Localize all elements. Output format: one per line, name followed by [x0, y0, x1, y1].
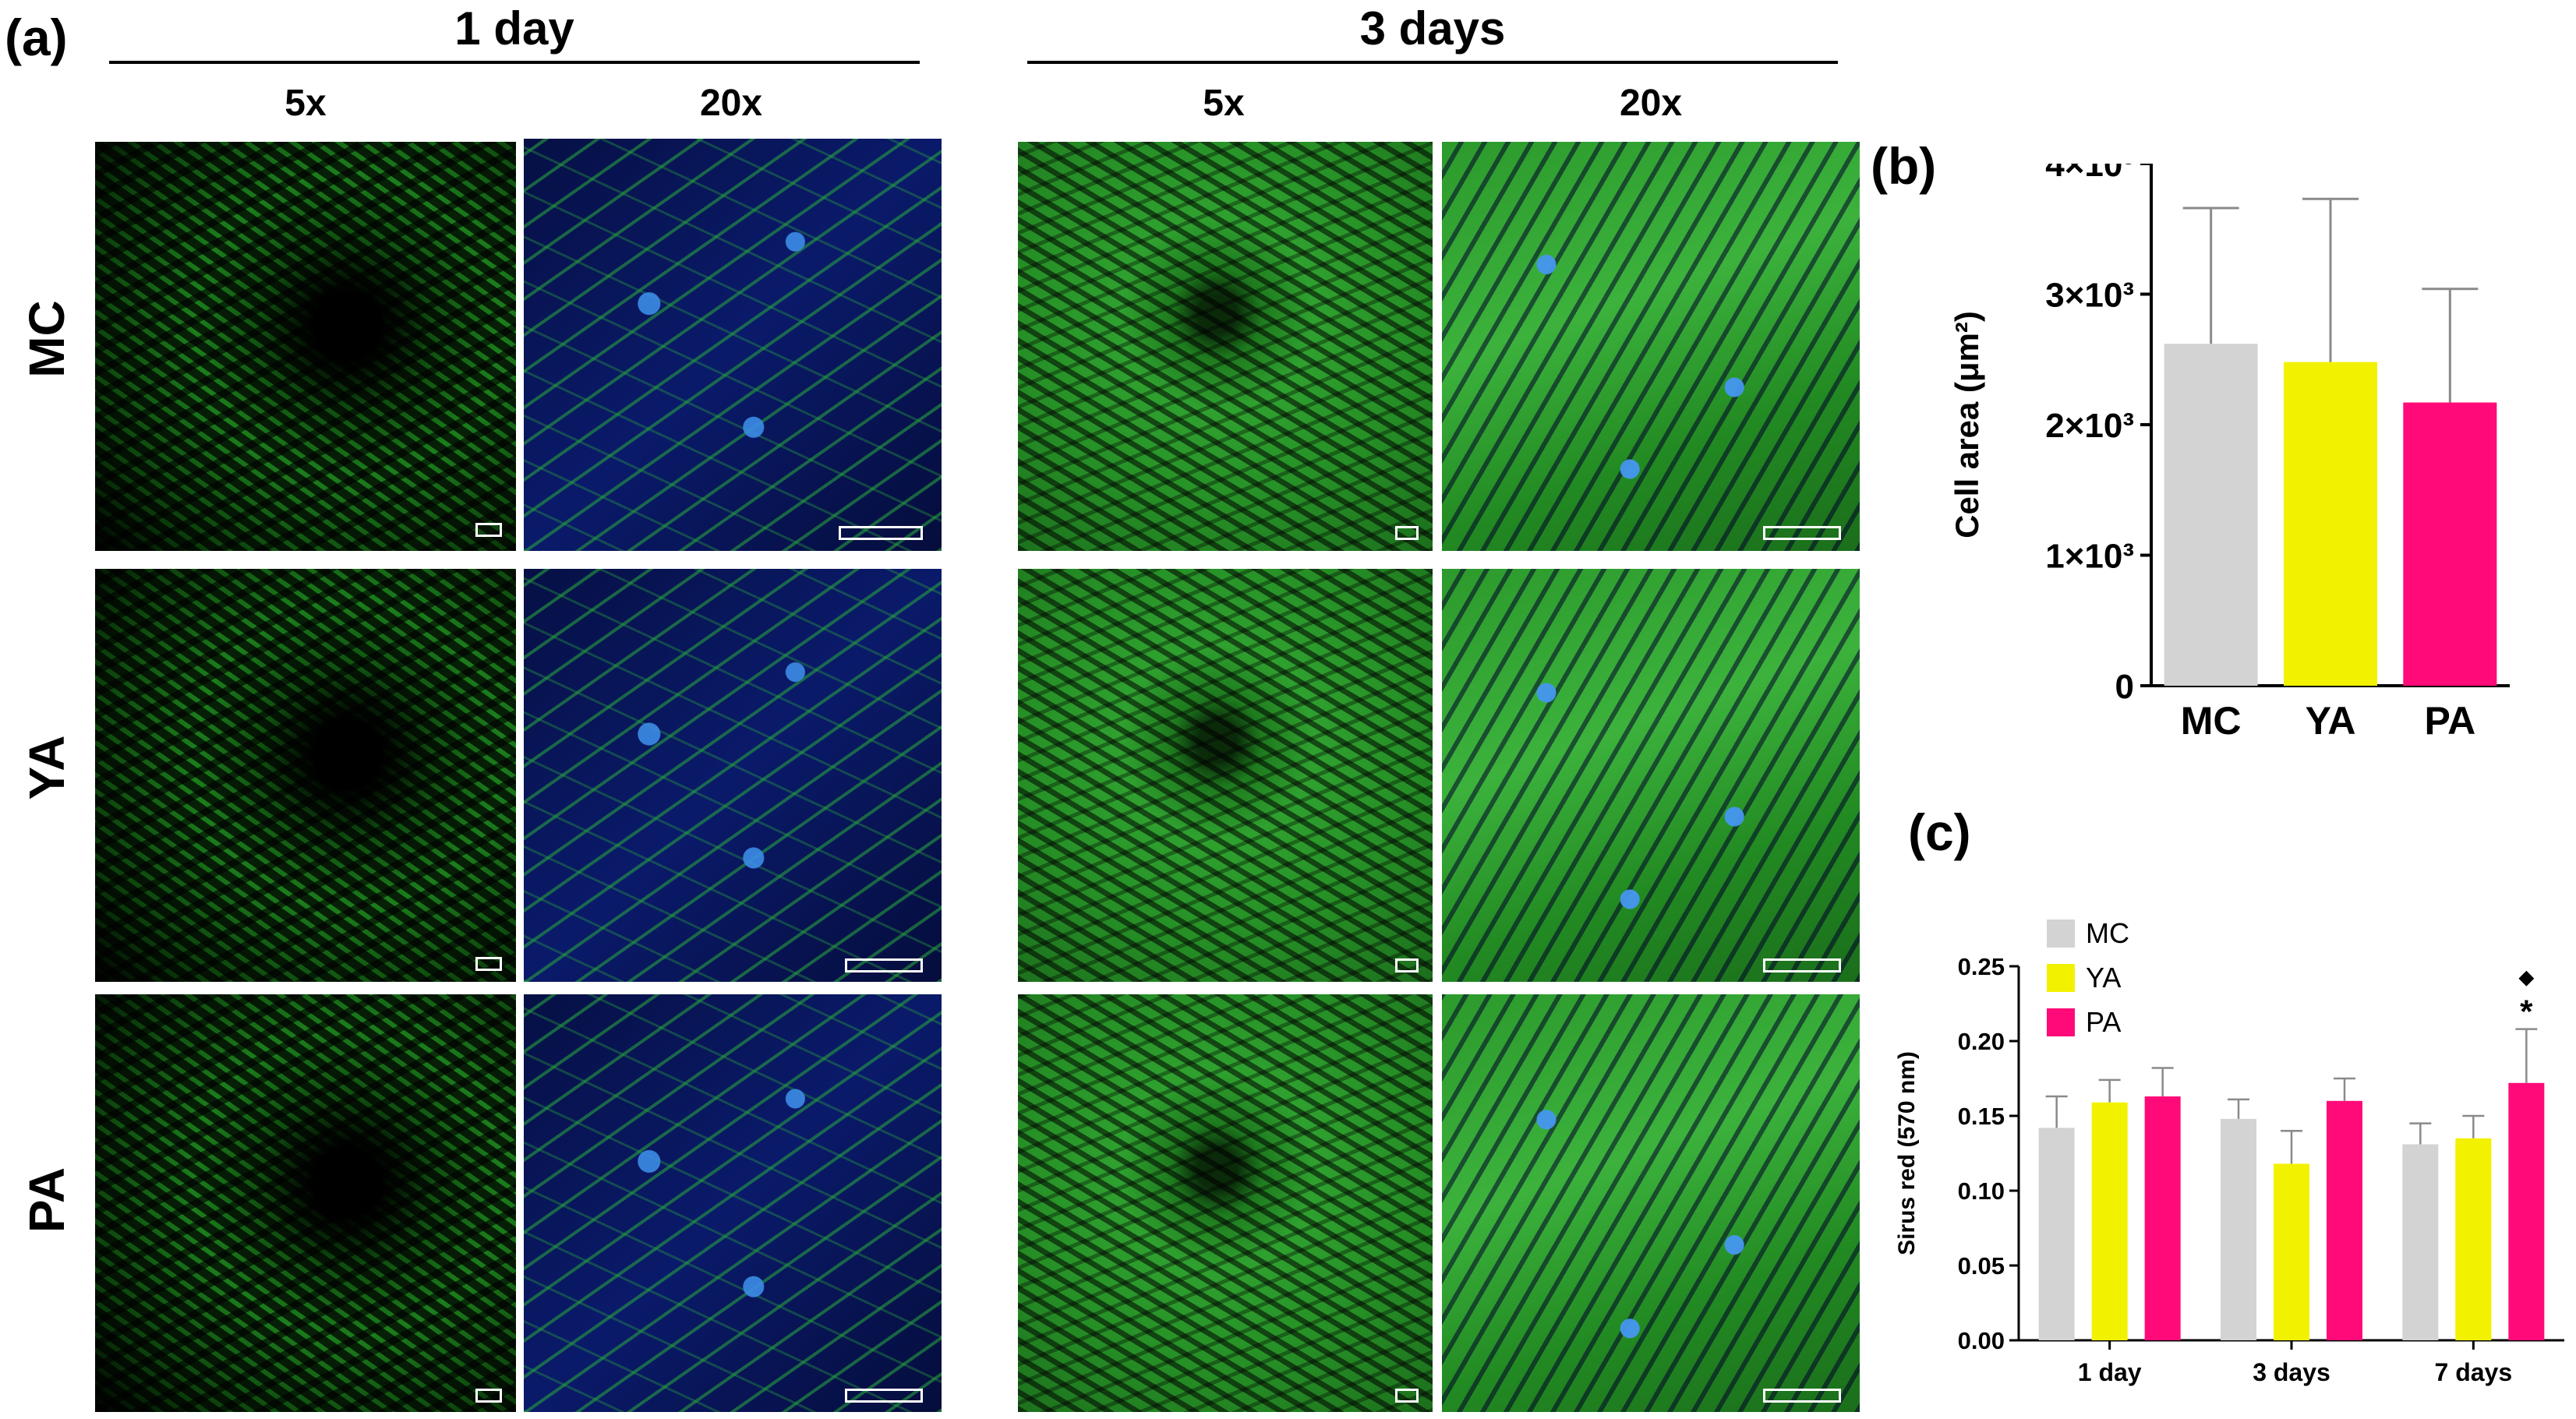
y-tick-label: 0.20: [1958, 1028, 2005, 1055]
mag-label-20x-day3: 20x: [1619, 83, 1683, 124]
scale-bar: [1763, 1389, 1841, 1403]
x-tick-label: 7 days: [2435, 1358, 2513, 1386]
row-label-ya: YA: [19, 735, 75, 800]
mag-label-20x-day1: 20x: [699, 83, 763, 124]
y-tick-label: 0: [2115, 668, 2134, 706]
scale-bar: [1395, 1389, 1419, 1403]
x-tick-label: 3 days: [2253, 1358, 2330, 1386]
scale-bar: [475, 957, 502, 971]
bar-mc-1-day: [2038, 1128, 2075, 1340]
y-tick-label: 1×10³: [2045, 538, 2134, 576]
micrograph-mc-day1-5x: [95, 142, 516, 551]
legend-label-pa: PA: [2086, 1006, 2121, 1038]
micrograph-pa-day3-5x: [1018, 994, 1433, 1412]
panel-b-label: (b): [1871, 137, 1937, 195]
micrograph-mc-day1-20x: [524, 139, 942, 551]
scale-bar: [475, 523, 502, 537]
micrograph-mc-day3-5x: [1018, 142, 1433, 551]
scale-bar: [1395, 958, 1419, 972]
y-tick-label: 0.25: [1958, 953, 2005, 980]
panel-c-label: (c): [1908, 803, 1971, 861]
mag-label-5x-day1: 5x: [284, 83, 327, 124]
micrograph-ya-day3-5x: [1018, 569, 1433, 982]
y-tick-label: 4×10³: [2045, 164, 2134, 184]
scale-bar: [1763, 526, 1841, 540]
bar-ya-1-day: [2091, 1102, 2128, 1340]
legend-label-ya: YA: [2086, 962, 2121, 994]
legend-swatch-ya: [2047, 964, 2075, 992]
y-tick-label: 0.15: [1958, 1103, 2005, 1130]
bar-mc: [2164, 344, 2258, 686]
bar-pa-1-day: [2144, 1096, 2181, 1340]
y-tick-label: 3×10³: [2045, 277, 2134, 315]
significance-diamond: ◆: [2518, 965, 2534, 989]
scale-bar: [845, 958, 923, 972]
x-tick-label: PA: [2424, 699, 2475, 743]
micrograph-mc-day3-20x: [1442, 142, 1860, 551]
x-tick-label: 1 day: [2078, 1358, 2142, 1386]
legend-swatch-pa: [2047, 1008, 2075, 1036]
bar-pa: [2403, 402, 2497, 686]
micrograph-ya-day1-20x: [524, 569, 942, 982]
x-tick-label: YA: [2306, 699, 2356, 743]
bar-pa-3-days: [2327, 1100, 2362, 1340]
scale-bar: [475, 1389, 502, 1403]
scale-bar: [1763, 958, 1841, 972]
micrograph-pa-day1-5x: [95, 994, 516, 1412]
y-tick-label: 2×10³: [2045, 407, 2134, 445]
scale-bar: [839, 526, 923, 540]
bar-ya-7-days: [2455, 1138, 2492, 1340]
y-axis-title: Sirus red (570 nm): [1894, 1051, 1920, 1255]
micrograph-pa-day3-20x: [1442, 994, 1860, 1412]
chart-cell-area: 0 1×10³ 2×10³ 3×10³ 4×10³ MC YA PA Cell area (μm…: [1949, 164, 2510, 743]
micrograph-pa-day1-20x: [524, 994, 942, 1412]
bar-pa-7-days: [2508, 1082, 2545, 1340]
scale-bar: [845, 1389, 923, 1403]
micrograph-ya-day3-20x: [1442, 569, 1860, 982]
legend-label-mc: MC: [2086, 917, 2129, 949]
legend-swatch-mc: [2047, 920, 2075, 948]
bar-mc-7-days: [2402, 1144, 2439, 1340]
scale-bar: [1395, 526, 1419, 540]
group-title-1-day: 1 day: [454, 2, 574, 55]
group-title-3-days: 3 days: [1359, 2, 1506, 55]
group-underline-3-days: [1027, 61, 1838, 64]
row-label-mc: MC: [19, 300, 75, 378]
significance-asterisk: *: [2520, 994, 2533, 1030]
panel-a-label: (a): [5, 9, 68, 66]
micrograph-ya-day1-5x: [95, 569, 516, 982]
group-underline-1-day: [109, 61, 920, 64]
x-tick-label: MC: [2181, 699, 2242, 743]
bar-ya: [2284, 362, 2377, 686]
mag-label-5x-day3: 5x: [1203, 83, 1245, 124]
y-tick-label: 0.05: [1958, 1252, 2005, 1280]
y-tick-label: 0.10: [1958, 1177, 2005, 1205]
bar-ya-3-days: [2274, 1163, 2309, 1340]
chart-sirus-red: 0.00 0.05 0.10 0.15 0.20 0.25 1 day 3 days 7 day…: [1894, 917, 2564, 1386]
row-label-pa: PA: [19, 1167, 75, 1234]
y-axis-title: Cell area (μm²): [1949, 311, 1985, 538]
bar-mc-3-days: [2221, 1118, 2256, 1340]
y-tick-label: 0.00: [1958, 1327, 2005, 1354]
